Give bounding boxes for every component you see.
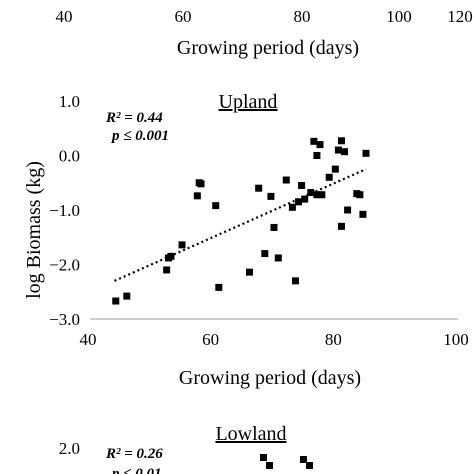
lowland-y-tick-2: 2.0 xyxy=(59,439,80,458)
data-point xyxy=(331,165,339,173)
data-point xyxy=(356,191,364,199)
y-tick-label: −3.0 xyxy=(49,310,80,329)
p-value-label: p ≤ 0.001 xyxy=(110,128,169,144)
x-axis-title: Growing period (days) xyxy=(179,367,361,389)
data-point xyxy=(325,173,333,181)
top-x-tick-100: 100 xyxy=(386,7,412,26)
y-tick-labels: 1.0 0.0 −1.0 −2.0 −3.0 xyxy=(49,92,80,329)
data-point xyxy=(313,191,321,199)
data-point xyxy=(298,181,306,189)
data-point xyxy=(341,148,349,156)
data-point xyxy=(344,206,352,214)
data-point xyxy=(245,268,253,276)
top-x-tick-80: 80 xyxy=(294,7,311,26)
y-tick-label: 1.0 xyxy=(59,92,80,111)
data-point xyxy=(301,195,309,203)
lowland-title: Lowland xyxy=(215,423,286,445)
data-point xyxy=(178,241,186,249)
data-point xyxy=(197,180,205,188)
data-point xyxy=(255,184,263,192)
data-point xyxy=(310,137,318,145)
data-point xyxy=(337,222,345,230)
x-tick-label: 60 xyxy=(202,330,219,349)
x-tick-label: 80 xyxy=(325,330,342,349)
data-point xyxy=(163,266,171,274)
top-x-axis-title: Growing period (days) xyxy=(177,37,359,59)
data-point xyxy=(313,152,321,159)
panel-title: Upland xyxy=(219,91,278,113)
data-point xyxy=(270,223,278,231)
y-tick-label: −1.0 xyxy=(49,201,80,220)
lowland-point xyxy=(260,454,267,461)
data-point xyxy=(291,277,299,285)
data-point xyxy=(362,149,370,157)
data-point xyxy=(282,176,290,184)
data-point xyxy=(123,292,131,300)
data-point xyxy=(274,254,282,262)
x-tick-label: 40 xyxy=(80,330,97,349)
data-point xyxy=(167,252,175,260)
trendline xyxy=(114,168,367,282)
y-tick-label: −2.0 xyxy=(49,256,80,275)
lowland-r-squared-label: R² = 0.26 xyxy=(105,446,163,462)
top-x-tick-120: 120 xyxy=(447,7,473,26)
data-point xyxy=(334,146,342,154)
data-point xyxy=(212,202,220,210)
x-tick-labels: 40 60 80 100 xyxy=(80,330,469,349)
top-x-tick-40: 40 xyxy=(56,7,73,26)
data-point xyxy=(316,141,324,149)
top-x-tick-60: 60 xyxy=(175,7,192,26)
r-squared-label: R² = 0.44 xyxy=(105,110,163,126)
y-tick-label: 0.0 xyxy=(59,147,80,166)
lowland-point xyxy=(266,462,273,469)
data-point xyxy=(318,191,326,199)
lowland-p-value-label: p ≤ 0.01 xyxy=(110,466,161,474)
data-point xyxy=(112,297,120,305)
data-point xyxy=(215,283,223,291)
x-tick-label: 100 xyxy=(443,330,469,349)
y-axis-title: log Biomass (kg) xyxy=(23,161,45,299)
top-panel-fragment: 40 60 80 100 120 Growing period (days) xyxy=(56,7,473,59)
data-point xyxy=(307,189,315,197)
data-point xyxy=(359,210,367,218)
data-point xyxy=(295,198,303,206)
lowland-point xyxy=(306,462,313,469)
data-point xyxy=(337,137,345,145)
data-point xyxy=(261,250,269,258)
data-points xyxy=(112,137,370,305)
upland-panel: Upland log Biomass (kg) Growing period (… xyxy=(23,91,469,389)
bottom-panel-fragment: Lowland 2.0 R² = 0.26 p ≤ 0.01 xyxy=(59,423,313,474)
data-point xyxy=(267,192,275,200)
data-point xyxy=(193,192,201,200)
lowland-point xyxy=(300,456,307,463)
data-point xyxy=(288,203,296,211)
